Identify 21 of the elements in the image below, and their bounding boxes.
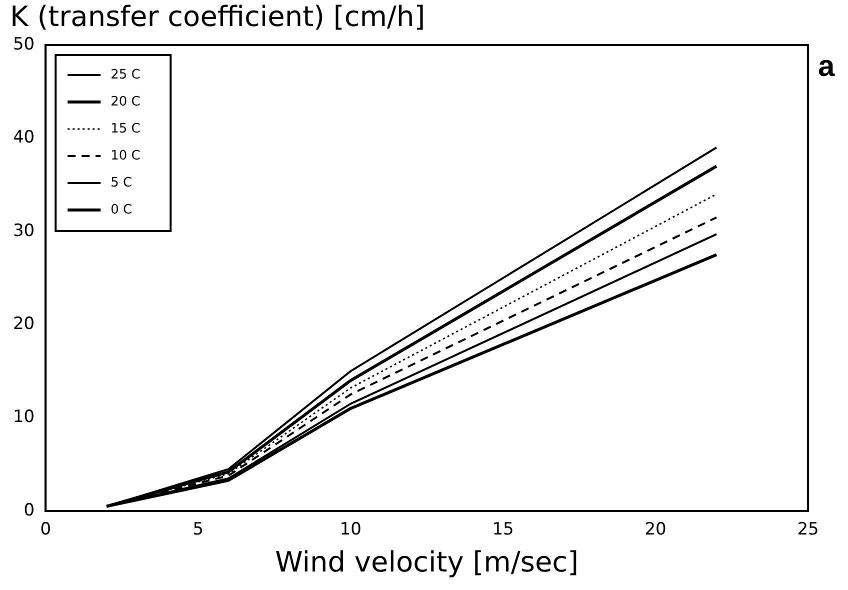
x-tick-label: 20 [644,520,666,540]
legend-label: 5 C [110,175,132,190]
y-tick-label: 10 [12,407,35,428]
legend-label: 0 C [110,202,132,218]
legend-label: 20 C [110,94,140,110]
x-tick-label: 10 [340,520,362,540]
x-tick-label: 15 [492,520,514,540]
y-tick-label: 30 [12,220,35,241]
legend-label: 25 C [110,67,140,82]
text: a [818,50,835,84]
x-axis-title: Wind velocity [m/sec] [275,545,579,578]
y-tick-label: 40 [12,128,35,148]
x-tick-label: 5 [192,520,204,540]
legend-label: 15 C [110,121,140,136]
chart-title: K (transfer coefficient) [cm/h] [10,0,426,33]
y-tick-label: 50 [12,34,35,54]
x-tick-label: 0 [40,520,52,540]
y-tick-label: 20 [12,314,35,334]
legend-label: 10 C [110,148,140,164]
y-tick-label: 0 [24,500,35,520]
x-tick-label: 25 [797,520,819,540]
